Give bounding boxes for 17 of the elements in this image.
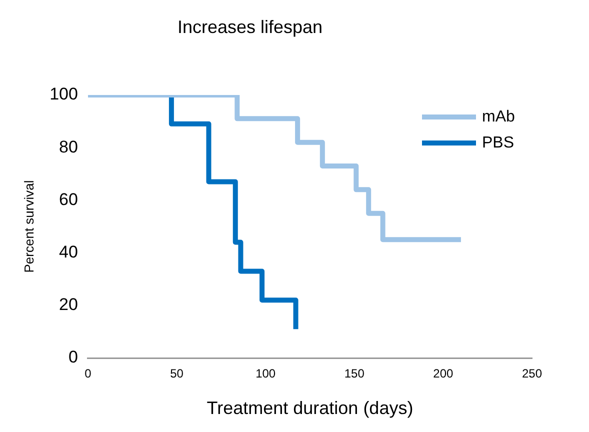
y-axis-title: Percent survival xyxy=(21,180,36,273)
x-tick-label: 50 xyxy=(170,366,184,381)
x-tick-label: 150 xyxy=(344,366,365,381)
y-tick-label: 80 xyxy=(59,137,78,156)
y-tick-label: 100 xyxy=(50,84,78,104)
x-tick-label: 0 xyxy=(84,366,92,381)
x-tick-label: 200 xyxy=(433,366,454,381)
x-tick-label: 100 xyxy=(256,366,276,381)
y-tick-label: 40 xyxy=(59,242,78,262)
y-tick-label: 20 xyxy=(59,295,78,314)
x-tick-label: 250 xyxy=(522,366,542,381)
y-tick-label: 0 xyxy=(68,348,78,367)
legend-label: PBS xyxy=(482,134,514,152)
y-tick-label: 60 xyxy=(59,190,78,209)
x-axis-title: Treatment duration (days) xyxy=(206,398,414,418)
legend-label: mAb xyxy=(482,108,515,126)
chart-title: Increases lifespan xyxy=(177,16,323,37)
